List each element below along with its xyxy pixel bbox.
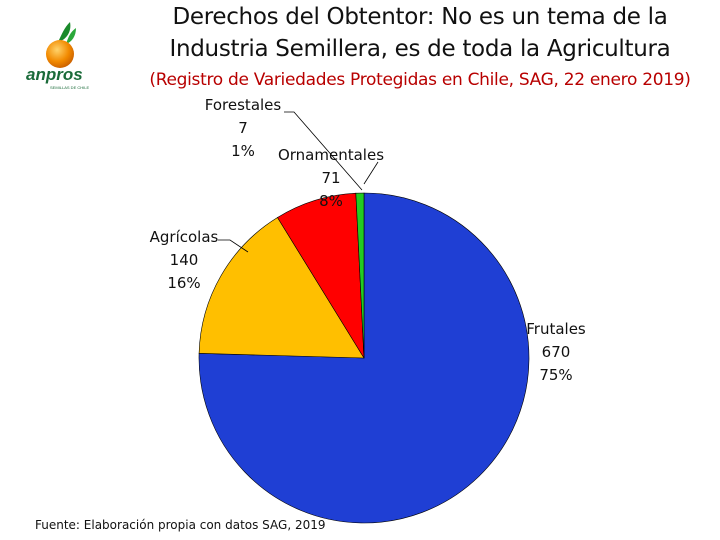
pie-slices xyxy=(198,192,530,524)
logo-wordmark: anpros xyxy=(26,65,83,84)
page-subtitle: (Registro de Variedades Protegidas en Ch… xyxy=(149,70,691,90)
anpros-logo: anpros SEMILLAS DE CHILE xyxy=(26,22,89,90)
leader-line-forestales xyxy=(284,111,363,191)
slice-percent-frutales: 75% xyxy=(539,366,572,384)
leader-lines xyxy=(218,111,379,253)
page-title-line-2: Industria Semillera, es de toda la Agric… xyxy=(169,36,671,62)
slice-value-agricolas: 140 xyxy=(170,251,199,269)
slice-value-frutales: 670 xyxy=(542,343,571,361)
slice-labels: Frutales 670 75% Agrícolas 140 16% Ornamentale… xyxy=(150,96,586,384)
slice-percent-forestales: 1% xyxy=(231,142,255,160)
pie-slice-agricolas xyxy=(198,217,365,359)
logo-tagline: SEMILLAS DE CHILE xyxy=(50,85,89,90)
slice-value-forestales: 7 xyxy=(238,119,248,137)
slice-percent-ornamentales: 8% xyxy=(319,192,343,210)
source-note: Fuente: Elaboración propia con datos SAG… xyxy=(35,518,326,532)
slice-percent-agricolas: 16% xyxy=(167,274,200,292)
slice-label-ornamentales: Ornamentales xyxy=(278,146,384,164)
page-title-line-1: Derechos del Obtentor: No es un tema de … xyxy=(172,4,668,30)
pie-slice-forestales xyxy=(355,192,365,359)
slice-label-agricolas: Agrícolas xyxy=(150,228,219,246)
slice-label-frutales: Frutales xyxy=(526,320,586,338)
slice-value-ornamentales: 71 xyxy=(321,169,340,187)
slice-label-forestales: Forestales xyxy=(205,96,282,114)
leader-line-ornamentales xyxy=(363,161,379,185)
leader-line-agricolas xyxy=(218,239,249,253)
